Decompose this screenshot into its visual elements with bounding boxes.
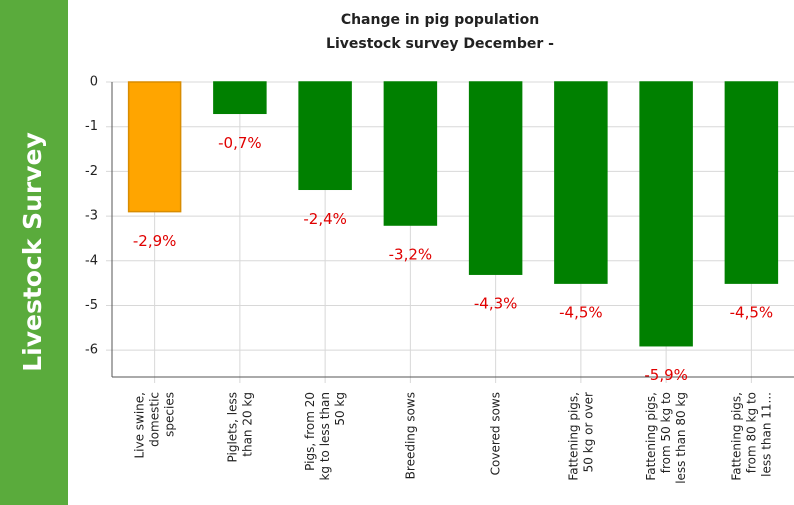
bar	[639, 81, 693, 347]
x-tick-label: Fattening pigs,from 50 kg toless than 80…	[644, 392, 688, 484]
value-label: -2,9%	[133, 232, 177, 250]
y-tick-label: -3	[85, 209, 98, 224]
x-tick-label: Covered sows	[488, 392, 502, 475]
value-label: -3,2%	[389, 246, 433, 264]
x-tick-label: Live swine,domesticspecies	[132, 392, 176, 459]
value-label: -5,9%	[644, 366, 688, 384]
y-tick-label: -4	[85, 253, 98, 268]
banner-background	[0, 0, 68, 505]
x-tick-label: Fattening pigs,50 kg or over	[566, 392, 595, 481]
bar	[127, 81, 182, 213]
x-tick-label: Piglets, lessthan 20 kg	[225, 392, 254, 462]
value-label: -2,4%	[303, 210, 347, 228]
y-tick-label: -2	[85, 164, 98, 179]
x-tick-label: Pigs, from 20kg to less than50 kg	[303, 392, 347, 481]
value-label: -4,3%	[474, 295, 518, 313]
x-tick-label: Breeding sows	[403, 392, 417, 479]
y-tick-label: -1	[85, 119, 98, 134]
banner-title: Livestock Survey	[18, 132, 47, 372]
bar	[468, 81, 523, 275]
bar	[383, 81, 438, 226]
bar	[298, 81, 352, 191]
bar	[724, 81, 779, 284]
chart-subtitle: Livestock survey December -	[326, 36, 554, 52]
bar	[213, 81, 267, 115]
value-label: -4,5%	[559, 304, 603, 322]
y-tick-label: 0	[90, 75, 98, 90]
chart-title: Change in pig population	[341, 12, 539, 28]
x-tick-label: Fattening pigs,from 80 kg toless than 11…	[729, 392, 773, 481]
value-label: -4,5%	[730, 304, 774, 322]
bar	[554, 81, 608, 284]
y-tick-label: -6	[85, 343, 98, 358]
y-tick-label: -5	[85, 298, 98, 313]
value-label: -0,7%	[218, 134, 262, 152]
